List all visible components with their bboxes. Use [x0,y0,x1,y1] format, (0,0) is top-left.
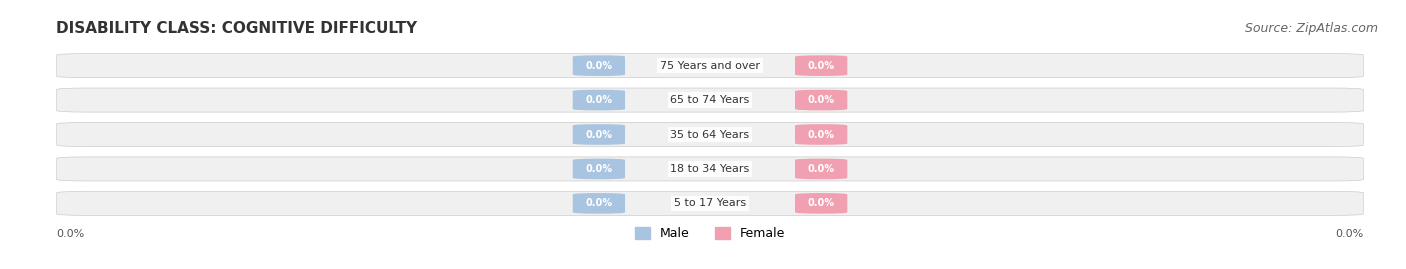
FancyBboxPatch shape [794,159,848,179]
Text: 0.0%: 0.0% [585,129,613,140]
FancyBboxPatch shape [56,157,1364,181]
Text: 0.0%: 0.0% [585,61,613,71]
Text: 18 to 34 Years: 18 to 34 Years [671,164,749,174]
Text: 0.0%: 0.0% [585,95,613,105]
Text: 0.0%: 0.0% [807,198,835,208]
Text: 0.0%: 0.0% [807,61,835,71]
FancyBboxPatch shape [794,90,848,110]
Text: 0.0%: 0.0% [585,198,613,208]
FancyBboxPatch shape [794,193,848,214]
FancyBboxPatch shape [794,124,848,145]
Legend: Male, Female: Male, Female [630,222,790,245]
Text: 65 to 74 Years: 65 to 74 Years [671,95,749,105]
Text: 75 Years and over: 75 Years and over [659,61,761,71]
FancyBboxPatch shape [56,122,1364,147]
FancyBboxPatch shape [572,124,626,145]
Text: 35 to 64 Years: 35 to 64 Years [671,129,749,140]
FancyBboxPatch shape [56,191,1364,215]
Text: 0.0%: 0.0% [585,164,613,174]
FancyBboxPatch shape [572,159,626,179]
Text: DISABILITY CLASS: COGNITIVE DIFFICULTY: DISABILITY CLASS: COGNITIVE DIFFICULTY [56,21,418,36]
FancyBboxPatch shape [56,54,1364,78]
FancyBboxPatch shape [572,193,626,214]
Text: 0.0%: 0.0% [807,95,835,105]
Text: 0.0%: 0.0% [56,229,84,239]
Text: 0.0%: 0.0% [807,164,835,174]
FancyBboxPatch shape [56,88,1364,112]
FancyBboxPatch shape [794,55,848,76]
Text: 5 to 17 Years: 5 to 17 Years [673,198,747,208]
Text: Source: ZipAtlas.com: Source: ZipAtlas.com [1244,22,1378,34]
Text: 0.0%: 0.0% [807,129,835,140]
FancyBboxPatch shape [572,55,626,76]
FancyBboxPatch shape [572,90,626,110]
Text: 0.0%: 0.0% [1336,229,1364,239]
